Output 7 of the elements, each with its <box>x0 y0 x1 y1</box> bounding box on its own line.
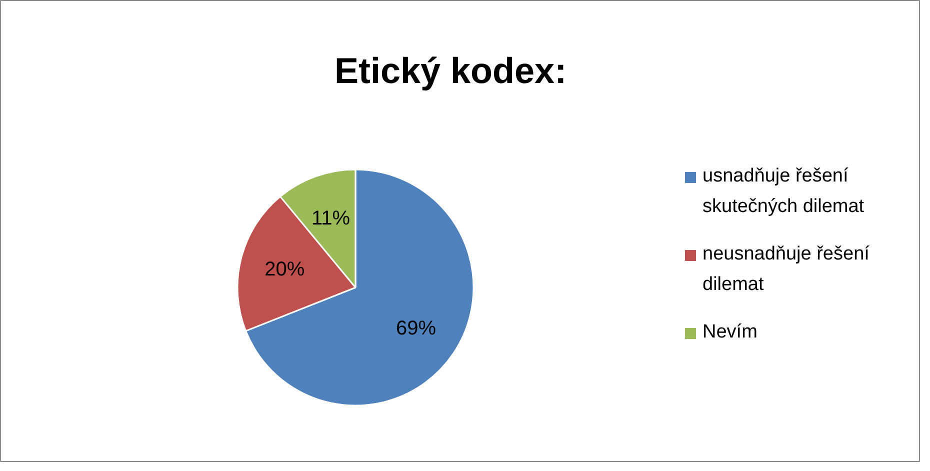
data-label: 11% <box>311 208 350 230</box>
data-label: 69% <box>396 318 436 340</box>
legend-label: Nevím <box>702 322 758 342</box>
chart-title: Etický kodex: <box>334 50 567 91</box>
data-label: 20% <box>264 258 305 280</box>
legend-label: usnadňuje řešení skutečných dilemat <box>702 166 865 217</box>
legend-label: neusnadňuje řešení dilemat <box>702 244 870 295</box>
